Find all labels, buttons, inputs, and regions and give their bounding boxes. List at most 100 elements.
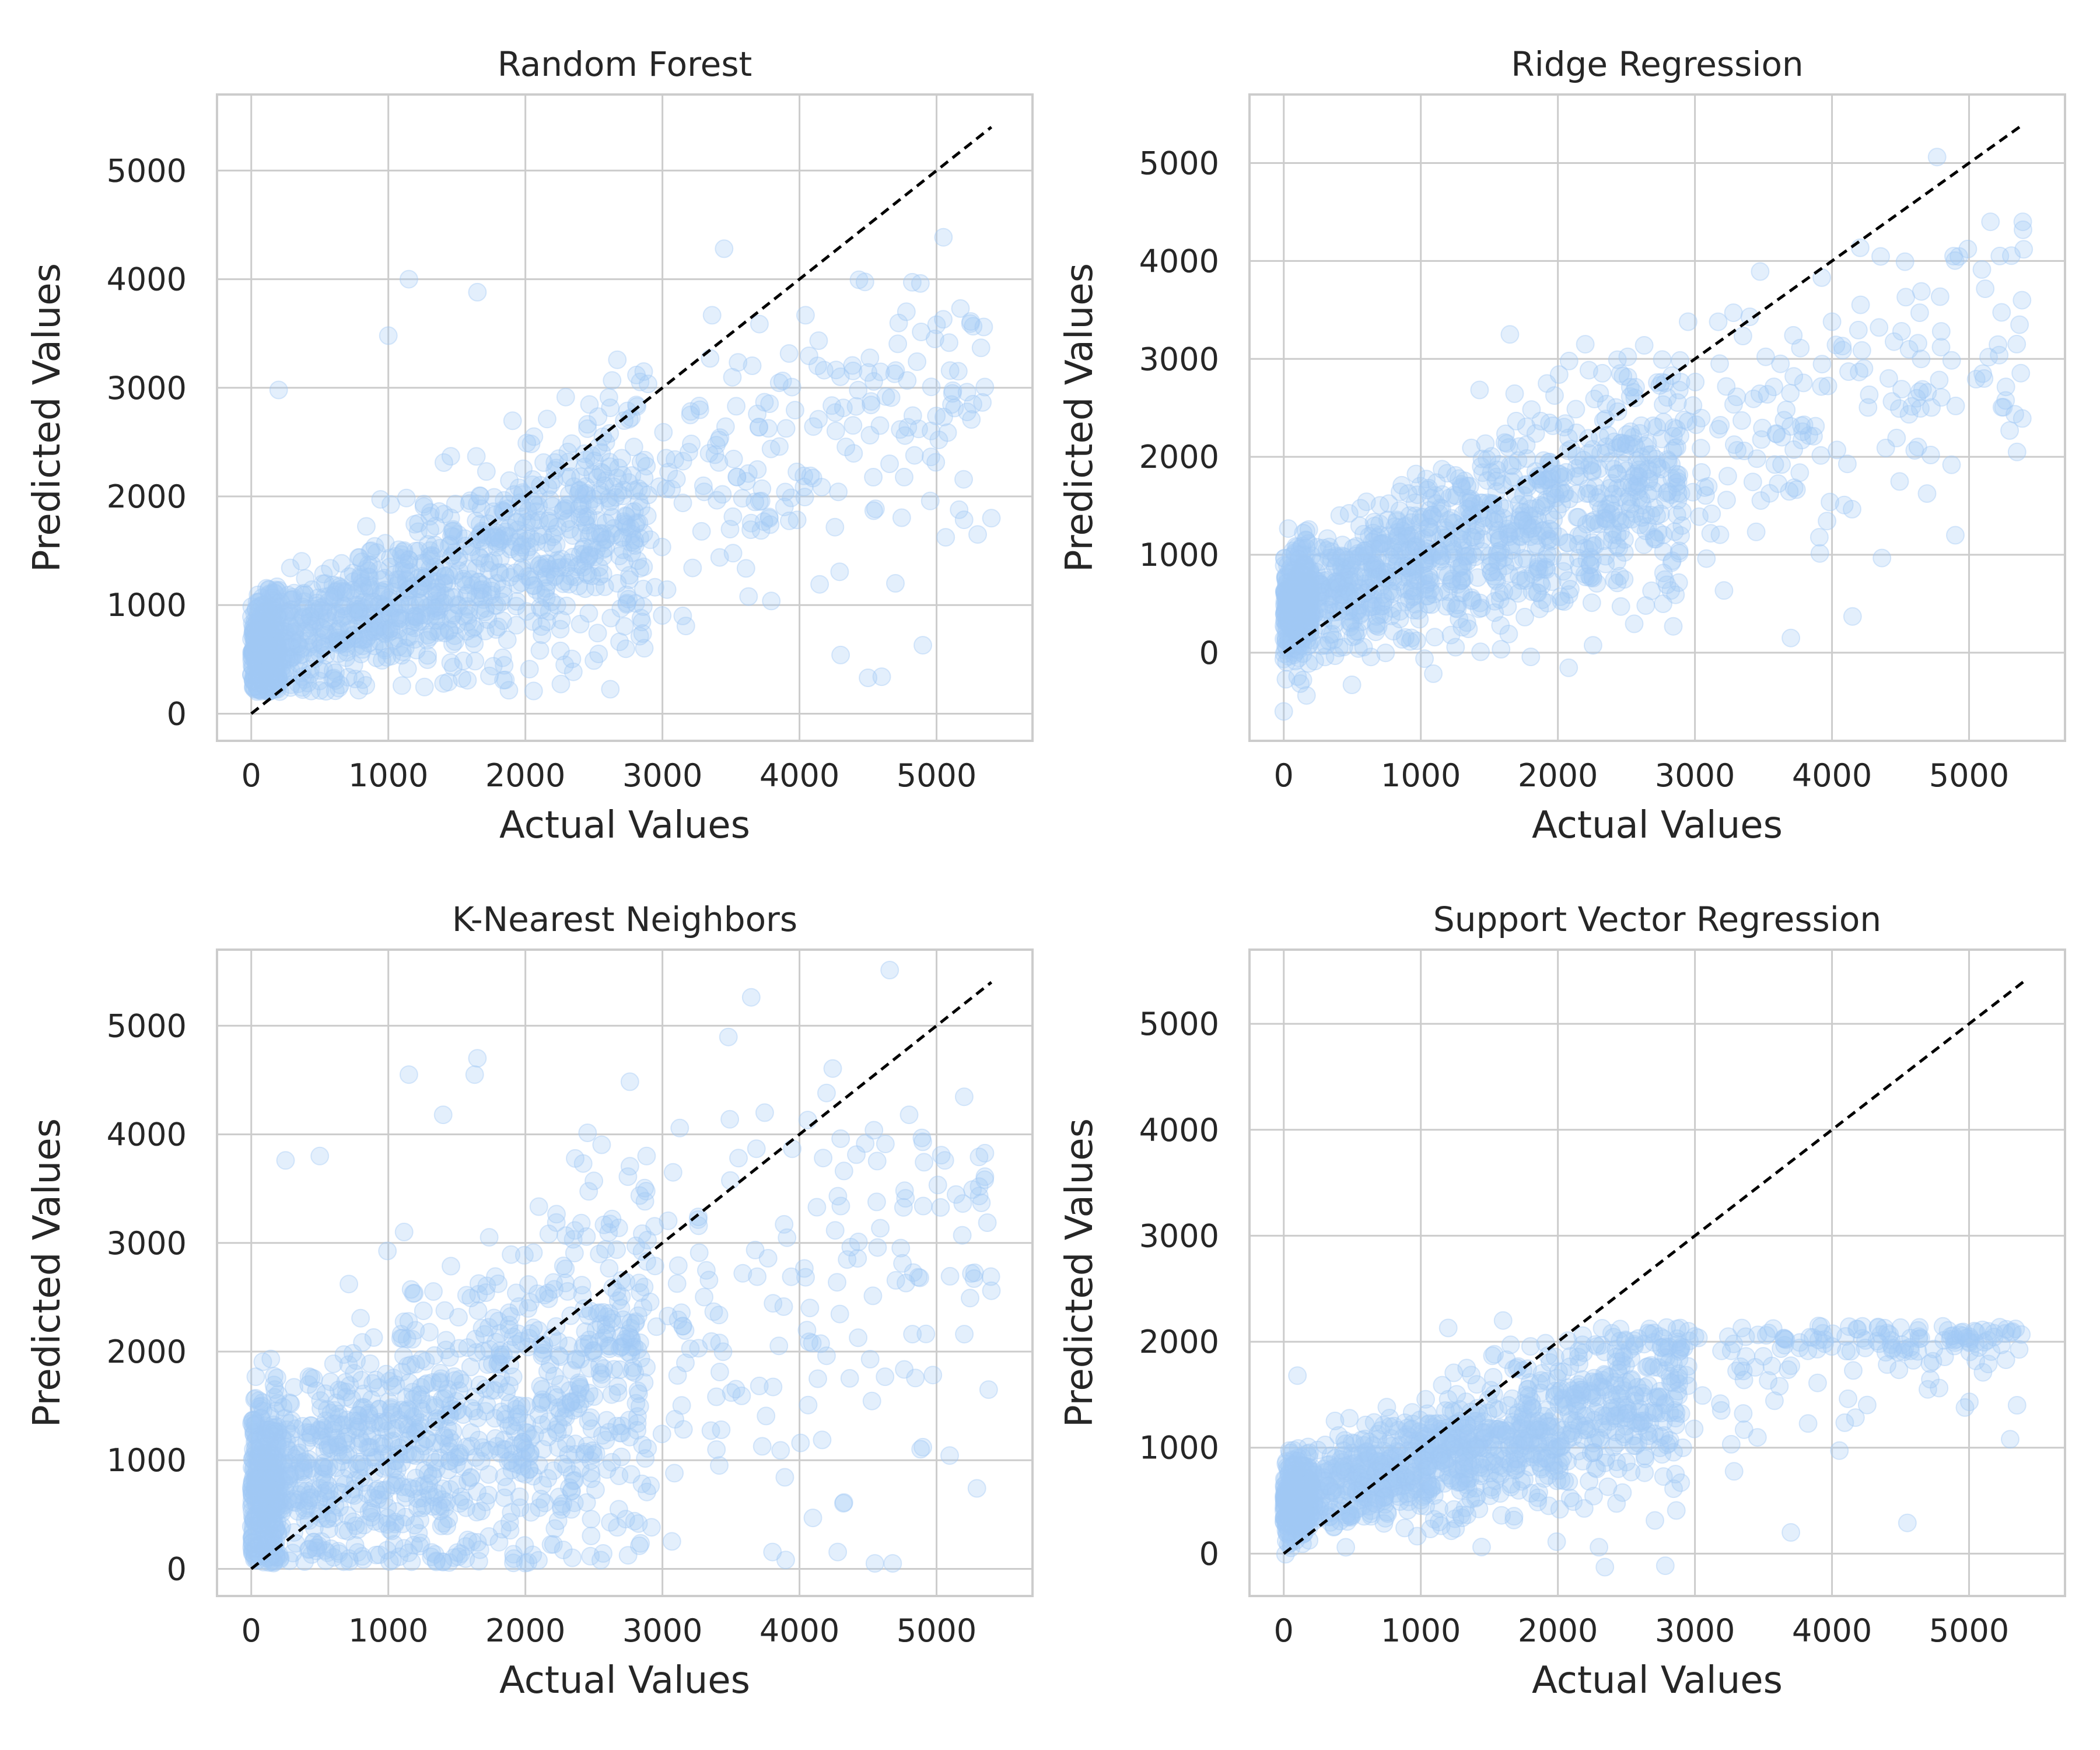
scatter-point xyxy=(353,1333,372,1352)
scatter-point xyxy=(351,565,370,584)
scatter-point xyxy=(2007,442,2027,461)
scatter-point xyxy=(268,668,288,688)
scatter-point xyxy=(400,596,419,615)
scatter-point xyxy=(248,665,267,684)
scatter-point xyxy=(246,649,264,668)
scatter-point xyxy=(1531,573,1550,593)
scatter-point xyxy=(614,512,634,531)
scatter-point xyxy=(1782,628,1801,648)
scatter-point xyxy=(250,629,269,648)
y-tick-label: 2000 xyxy=(1139,439,1219,475)
scatter-point xyxy=(269,604,288,623)
scatter-point xyxy=(737,472,756,491)
scatter-point xyxy=(626,1394,646,1413)
scatter-point xyxy=(846,397,866,416)
scatter-point xyxy=(2000,421,2020,440)
scatter-point xyxy=(974,317,993,337)
scatter-point xyxy=(249,660,268,679)
scatter-point xyxy=(892,508,911,527)
scatter-point xyxy=(260,580,278,600)
scatter-point xyxy=(258,601,277,620)
scatter-point xyxy=(961,312,981,331)
x-tick-label: 5000 xyxy=(1929,757,2009,794)
scatter-point xyxy=(290,645,310,664)
scatter-point xyxy=(466,652,485,671)
scatter-point xyxy=(600,424,620,443)
scatter-point xyxy=(422,545,441,565)
scatter-point xyxy=(268,680,287,699)
scatter-point xyxy=(940,333,958,352)
scatter-point xyxy=(1747,449,1766,468)
scatter-point xyxy=(1849,320,1868,340)
scatter-point xyxy=(954,1087,974,1107)
scatter-point xyxy=(441,535,460,554)
scatter-point xyxy=(488,523,506,542)
scatter-point xyxy=(353,670,372,689)
scatter-point xyxy=(827,360,846,380)
scatter-point xyxy=(250,615,269,634)
scatter-point xyxy=(259,658,278,677)
scatter-point xyxy=(419,1474,439,1493)
scatter-point xyxy=(597,1460,617,1479)
scatter-point xyxy=(936,528,956,547)
scatter-point xyxy=(517,524,536,543)
scatter-point xyxy=(250,668,269,688)
scatter-point xyxy=(245,636,264,655)
scatter-point xyxy=(257,657,276,676)
scatter-point xyxy=(590,558,609,577)
scatter-point xyxy=(417,598,436,617)
scatter-point xyxy=(1354,544,1374,563)
scatter-point xyxy=(1917,484,1937,503)
scatter-point xyxy=(326,632,345,651)
scatter-point xyxy=(495,526,514,545)
scatter-point xyxy=(834,1161,853,1181)
y-tick-label: 0 xyxy=(1199,635,1219,671)
scatter-point xyxy=(626,594,645,613)
scatter-point xyxy=(253,621,272,640)
scatter-point xyxy=(252,635,271,654)
scatter-point xyxy=(389,620,408,639)
scatter-point xyxy=(492,592,511,611)
scatter-point xyxy=(371,617,390,636)
scatter-point xyxy=(723,544,743,563)
scatter-point xyxy=(635,468,654,488)
scatter-point xyxy=(442,527,461,546)
scatter-point xyxy=(672,1303,691,1322)
scatter-point xyxy=(379,623,398,642)
scatter-point xyxy=(255,598,274,617)
scatter-point xyxy=(1346,626,1365,645)
scatter-point xyxy=(445,632,464,651)
scatter-point xyxy=(260,625,279,645)
scatter-point xyxy=(831,367,850,386)
scatter-point xyxy=(576,450,596,470)
scatter-point xyxy=(631,608,650,628)
scatter-point xyxy=(282,661,300,680)
scatter-point xyxy=(1701,524,1720,543)
scatter-point xyxy=(244,643,264,663)
scatter-point xyxy=(265,584,285,603)
scatter-point xyxy=(825,1221,845,1240)
scatter-point xyxy=(247,670,267,689)
x-tick-label: 0 xyxy=(1274,757,1294,794)
scatter-series xyxy=(242,961,1001,1573)
scatter-point xyxy=(381,606,400,625)
scatter-point xyxy=(268,647,287,666)
scatter-point xyxy=(285,583,304,603)
scatter-point xyxy=(351,645,370,664)
scatter-point xyxy=(548,1398,568,1417)
x-tick-label: 2000 xyxy=(485,757,565,794)
scatter-point xyxy=(281,558,300,578)
scatter-point xyxy=(1746,522,1766,541)
scatter-point xyxy=(1611,434,1630,453)
scatter-point xyxy=(421,607,440,626)
scatter-point xyxy=(548,551,567,570)
scatter-point xyxy=(504,1553,523,1573)
scatter-point xyxy=(840,1368,859,1388)
scatter-point xyxy=(317,609,336,628)
scatter-point xyxy=(507,615,526,635)
scatter-point xyxy=(359,626,378,646)
scatter-point xyxy=(388,608,408,628)
scatter-point xyxy=(444,520,463,539)
scatter-point xyxy=(367,648,386,667)
scatter-point xyxy=(399,270,418,289)
